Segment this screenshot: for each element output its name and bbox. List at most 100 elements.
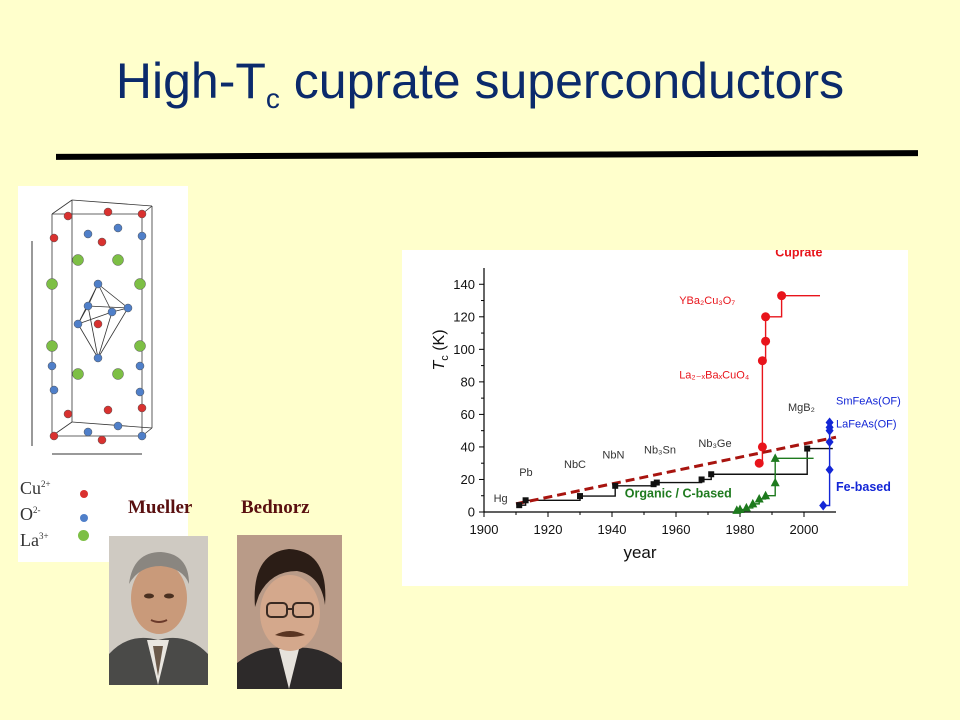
x-tick-label: 2000 [790, 522, 819, 537]
atom [83, 427, 93, 437]
chart-annotation: LaFeAs(OF) [836, 418, 897, 430]
data-point-circle [761, 336, 771, 346]
atom [46, 340, 58, 352]
chart-annotation: Nb₃Ge [698, 438, 731, 450]
x-tick-label: 1980 [726, 522, 755, 537]
atom [134, 278, 146, 290]
data-point-square [698, 476, 705, 483]
mueller-photo [109, 536, 208, 685]
la-atom-icon [78, 530, 89, 541]
data-point-square [612, 482, 619, 489]
atom [63, 211, 73, 221]
mueller-caption: Mueller [128, 497, 193, 518]
atom [113, 223, 123, 233]
chart-annotation: Nb₃Sn [644, 444, 676, 456]
chart-annotation: La₂₋ₓBaₓCuO₄ [679, 370, 750, 382]
y-tick-label: 60 [461, 407, 475, 422]
y-tick-label: 20 [461, 472, 475, 487]
chart-annotation: Hg [494, 493, 508, 505]
bednorz-photo [237, 535, 342, 689]
crystal-structure-diagram [31, 199, 153, 455]
tc-history-chart-panel: 1900 1920 1940 1960 1980 2000 0 20 40 60 80 100 120 1… [402, 191, 908, 586]
atom [107, 307, 117, 317]
atom [113, 421, 123, 431]
series-step-line [823, 421, 833, 507]
tc-vs-year-chart: 1900 1920 1940 1960 1980 2000 0 20 40 60 80 100 120 1… [431, 191, 901, 562]
data-point-triangle [770, 453, 780, 462]
legend-la: La3+ [20, 530, 49, 550]
chart-annotation: MgB₂ [788, 402, 815, 414]
data-point-circle [761, 312, 771, 322]
x-tick-label: 1960 [662, 522, 691, 537]
chart-annotation: NbN [602, 449, 624, 461]
title-subscript: c [265, 83, 280, 114]
data-point-square [804, 445, 811, 452]
data-point-triangle [770, 477, 780, 487]
octahedron-edge [77, 323, 99, 359]
data-point-triangle [754, 493, 764, 503]
legend-o: O2- [20, 504, 41, 524]
data-point-square [577, 493, 583, 500]
data-point-square [516, 502, 523, 509]
atom [137, 209, 147, 219]
octahedron-edge [97, 283, 113, 313]
y-tick-label: 40 [461, 439, 475, 454]
atom [49, 431, 59, 441]
atom [123, 303, 133, 313]
chart-annotation: Fe-based [836, 480, 891, 494]
atom [137, 231, 147, 241]
title-main: High-T [115, 53, 266, 109]
chart-annotation: Organic / C-based [625, 486, 732, 500]
legend-cu: Cu2+ [20, 478, 51, 498]
data-point-square [653, 479, 660, 486]
cu-atom-icon [80, 490, 88, 498]
atom [97, 435, 107, 445]
data-point-triangle [741, 502, 751, 512]
title-divider [55, 150, 919, 160]
data-point-square [708, 471, 715, 478]
atom [47, 361, 57, 371]
o-atom-icon [80, 514, 88, 522]
atom [73, 319, 83, 329]
atom [103, 405, 113, 415]
slide-title: High-Tc cuprate superconductors [0, 52, 960, 115]
atom [63, 409, 73, 419]
data-point-diamond [825, 417, 834, 428]
data-point-circle [757, 442, 767, 452]
atom [97, 237, 107, 247]
atom [135, 387, 145, 397]
atom [112, 254, 124, 266]
x-tick-label: 1900 [470, 522, 499, 537]
atom [134, 340, 146, 352]
chart-annotation: YBa₂Cu₃O₇ [679, 295, 735, 307]
bednorz-caption: Bednorz [241, 497, 310, 518]
y-tick-label: 100 [453, 342, 475, 357]
atom [135, 361, 145, 371]
data-point-triangle [748, 498, 758, 508]
atom [49, 233, 59, 243]
cell-edge [51, 199, 73, 215]
atom [137, 403, 147, 413]
crystal-structure-panel: Cu2+ O2- La3+ [18, 186, 188, 562]
octahedron-edge [87, 305, 99, 359]
atom [46, 278, 58, 290]
octahedron-edge [77, 311, 113, 325]
atom [72, 368, 84, 380]
octahedron-edge [87, 305, 129, 309]
atom [83, 301, 93, 311]
y-axis-label: Tc (K) [431, 329, 451, 370]
octahedron-edge [97, 307, 129, 359]
cell-edge [71, 199, 153, 207]
x-axis-label: year [623, 543, 656, 562]
y-tick-label: 0 [468, 505, 475, 520]
atom [103, 207, 113, 217]
atom [93, 279, 103, 289]
y-tick-label: 140 [453, 277, 475, 292]
data-point-diamond [825, 437, 834, 448]
data-point-diamond [825, 464, 834, 475]
series-step-line [759, 294, 820, 464]
chart-annotation: Pb [519, 467, 532, 479]
data-point-circle [757, 356, 767, 366]
data-point-diamond [819, 500, 828, 511]
data-point-square [650, 481, 657, 488]
